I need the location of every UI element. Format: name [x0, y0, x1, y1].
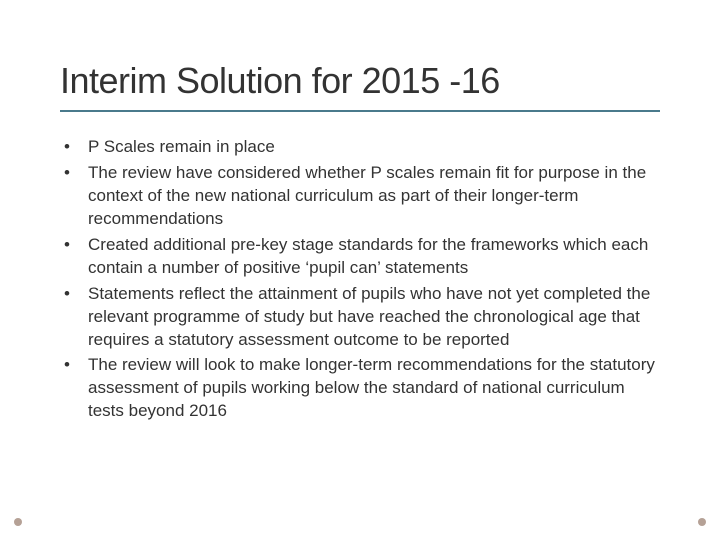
- bullet-icon: •: [60, 283, 88, 306]
- list-item: • Statements reflect the attainment of p…: [60, 283, 660, 352]
- bullet-text: The review will look to make longer-term…: [88, 354, 660, 423]
- slide-title: Interim Solution for 2015 -16: [60, 60, 660, 112]
- decor-dot-icon: [698, 518, 706, 526]
- bullet-icon: •: [60, 136, 88, 159]
- decor-dot-icon: [14, 518, 22, 526]
- bullet-text: Created additional pre-key stage standar…: [88, 234, 660, 280]
- list-item: • P Scales remain in place: [60, 136, 660, 159]
- bullet-icon: •: [60, 234, 88, 257]
- bullet-icon: •: [60, 354, 88, 377]
- list-item: • The review have considered whether P s…: [60, 162, 660, 231]
- bullet-text: Statements reflect the attainment of pup…: [88, 283, 660, 352]
- list-item: • The review will look to make longer-te…: [60, 354, 660, 423]
- bullet-list: • P Scales remain in place • The review …: [60, 136, 660, 423]
- list-item: • Created additional pre-key stage stand…: [60, 234, 660, 280]
- bullet-text: P Scales remain in place: [88, 136, 660, 159]
- slide-container: Interim Solution for 2015 -16 • P Scales…: [0, 0, 720, 540]
- bullet-text: The review have considered whether P sca…: [88, 162, 660, 231]
- bullet-icon: •: [60, 162, 88, 185]
